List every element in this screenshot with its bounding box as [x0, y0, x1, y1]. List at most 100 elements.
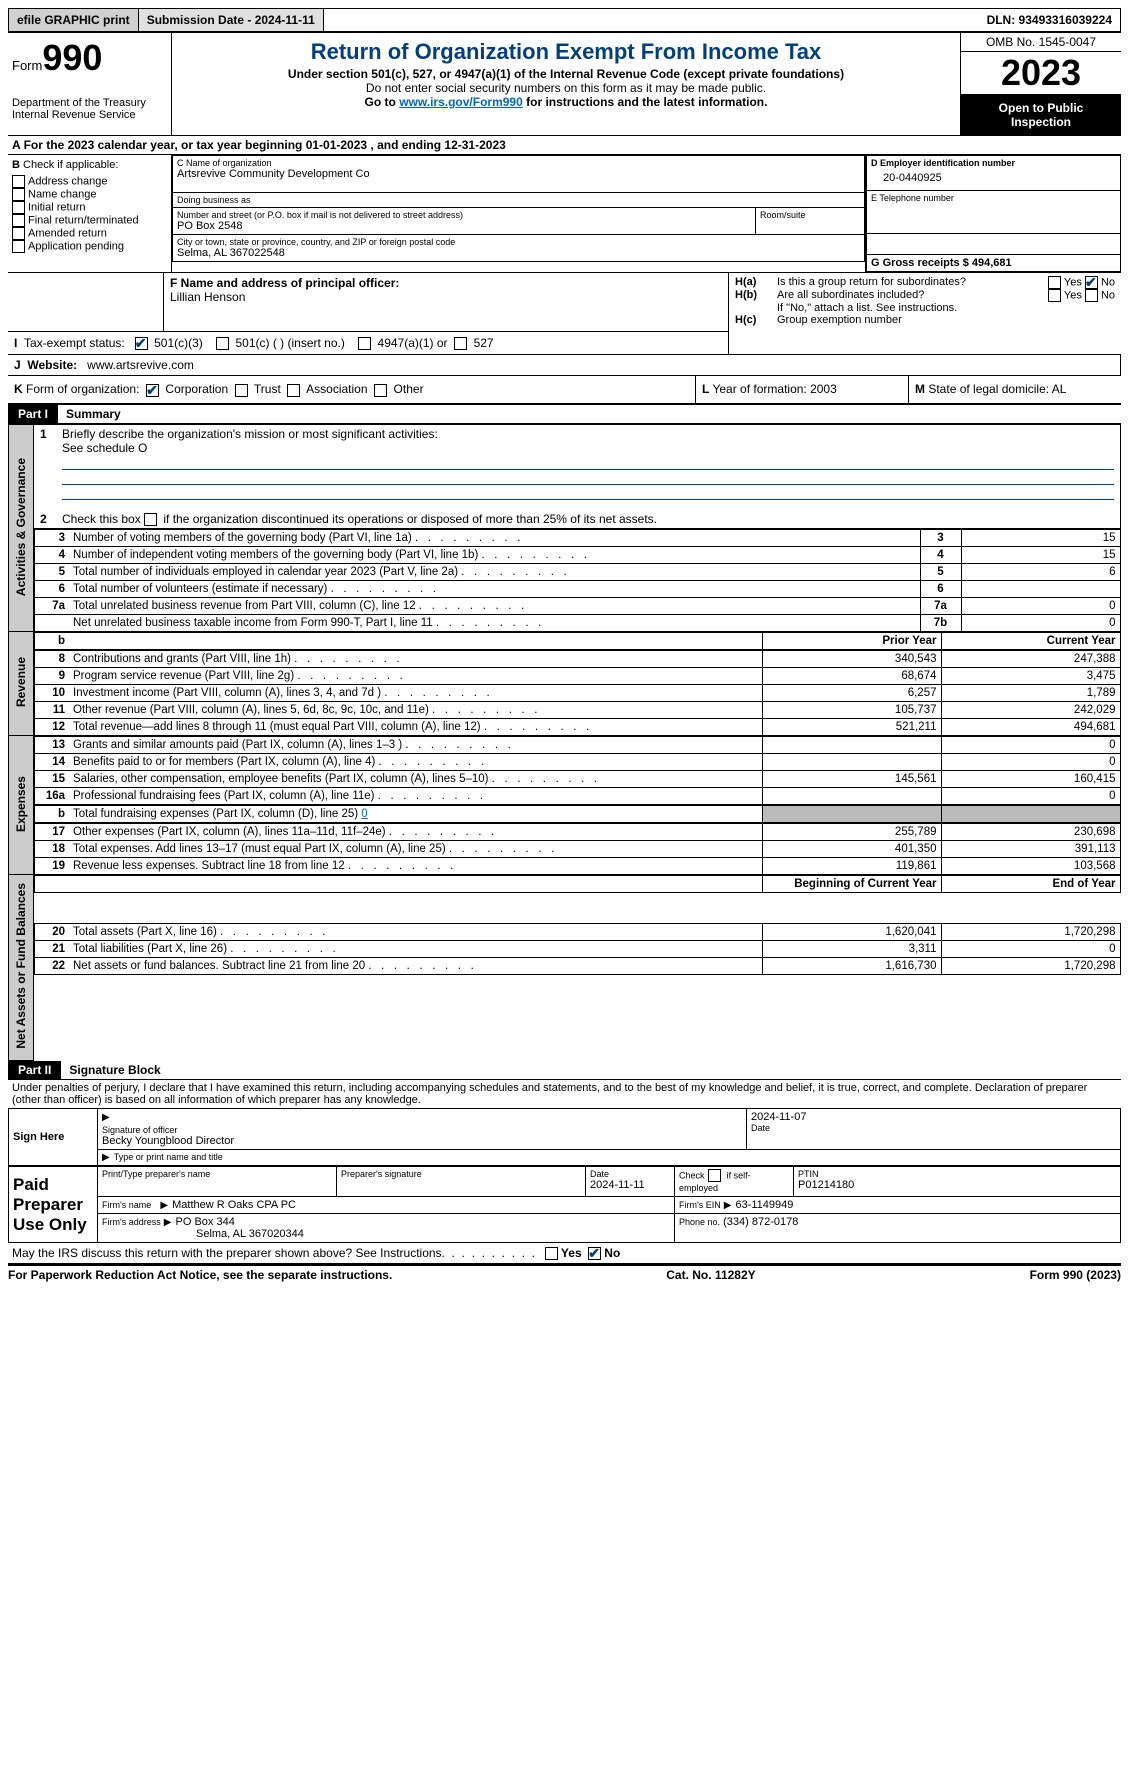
officer-label: F Name and address of principal officer:: [170, 276, 399, 290]
form-number: 990: [42, 37, 102, 78]
dln: DLN: 93493316039224: [979, 9, 1120, 31]
form990-link[interactable]: www.irs.gov/Form990: [399, 95, 523, 109]
hb-note: If "No," attach a list. See instructions…: [777, 302, 1115, 314]
sign-here: Sign Here: [9, 1109, 98, 1166]
firm-ein: 63-1149949: [724, 1199, 794, 1211]
firm-name: Matthew R Oaks CPA PC: [160, 1199, 296, 1211]
checkbox-501c3[interactable]: [135, 337, 148, 350]
checkbox-final-return[interactable]: [12, 214, 25, 227]
ptin: P01214180: [798, 1179, 1116, 1191]
checkbox-self-employed[interactable]: [708, 1169, 721, 1182]
checkbox-hb-no[interactable]: [1085, 289, 1098, 302]
part-2-header: Part IISignature Block: [8, 1061, 1121, 1079]
line1-label: Briefly describe the organization's miss…: [62, 427, 438, 441]
discuss-question: May the IRS discuss this return with the…: [12, 1246, 445, 1260]
table-net-assets: 20Total assets (Part X, line 16)1,620,04…: [34, 923, 1121, 975]
state-domicile: State of legal domicile: AL: [928, 382, 1066, 396]
paid-preparer: Paid Preparer Use Only: [9, 1167, 98, 1243]
part-1-header: Part ISummary: [8, 405, 1121, 423]
ssn-note: Do not enter social security numbers on …: [178, 81, 954, 95]
efile-print-button[interactable]: efile GRAPHIC print: [9, 9, 139, 31]
hb-label: H(b): [735, 289, 777, 302]
line-l-label: L: [702, 382, 709, 396]
line-a-text: For the 2023 calendar year, or tax year …: [24, 138, 506, 152]
checkbox-address-change[interactable]: [12, 175, 25, 188]
table-ag: 3Number of voting members of the governi…: [34, 529, 1121, 632]
preparer-date: 2024-11-11: [590, 1179, 670, 1191]
form-word: Form: [12, 58, 42, 73]
box-d: D Employer identification number20-04409…: [866, 155, 1121, 272]
submission-date: Submission Date - 2024-11-11: [139, 9, 324, 31]
table-expenses-1: 13Grants and similar amounts paid (Part …: [34, 736, 1121, 805]
line2-text-b: if the organization discontinued its ope…: [160, 512, 657, 526]
tab-activities-governance: Activities & Governance: [12, 450, 30, 604]
dept-treasury: Department of the Treasury: [12, 97, 167, 109]
line-k-text: Form of organization:: [26, 382, 139, 396]
hb-question: Are all subordinates included?: [777, 289, 1005, 302]
line-a-prefix: A: [12, 138, 20, 152]
checkbox-discuss-yes[interactable]: [545, 1247, 558, 1260]
org-name: Artsrevive Community Development Co: [177, 168, 860, 180]
line-16b-desc: Total fundraising expenses (Part IX, col…: [73, 808, 361, 820]
omb-number: OMB No. 1545-0047: [961, 33, 1121, 52]
checkbox-hb-yes[interactable]: [1048, 289, 1061, 302]
tab-expenses: Expenses: [12, 768, 30, 840]
checkbox-discontinued[interactable]: [144, 513, 157, 526]
checkbox-association[interactable]: [287, 384, 300, 397]
form-subtitle: Under section 501(c), 527, or 4947(a)(1)…: [178, 67, 954, 81]
line1-value: See schedule O: [62, 441, 1114, 455]
checkbox-other[interactable]: [374, 384, 387, 397]
line-i-label: I: [14, 336, 17, 350]
checkbox-name-change[interactable]: [12, 188, 25, 201]
line2-text-a: Check this box: [62, 512, 144, 526]
penalty-statement: Under penalties of perjury, I declare th…: [8, 1080, 1121, 1108]
goto-suffix: for instructions and the latest informat…: [523, 95, 768, 109]
checkbox-ha-no[interactable]: [1085, 276, 1098, 289]
tab-net-assets: Net Assets or Fund Balances: [12, 875, 30, 1057]
irs-label: Internal Revenue Service: [12, 109, 167, 121]
ha-question: Is this a group return for subordinates?: [777, 276, 1005, 289]
year-formation: Year of formation: 2003: [712, 382, 836, 396]
checkbox-amended-return[interactable]: [12, 227, 25, 240]
firm-phone: (334) 872-0178: [723, 1216, 798, 1228]
ha-label: H(a): [735, 276, 777, 289]
footer: For Paperwork Reduction Act Notice, see …: [8, 1265, 1121, 1284]
city-state-zip: Selma, AL 367022548: [177, 247, 860, 259]
officer-signature-name: Becky Youngblood Director: [102, 1135, 742, 1147]
checkbox-ha-yes[interactable]: [1048, 276, 1061, 289]
col-prior-year: Prior Year: [762, 632, 941, 649]
line-i-text: Tax-exempt status:: [24, 336, 125, 350]
box-c: C Name of organizationArtsrevive Communi…: [172, 155, 865, 262]
checkbox-trust[interactable]: [235, 384, 248, 397]
table-revenue: 8Contributions and grants (Part VIII, li…: [34, 650, 1121, 736]
checkbox-initial-return[interactable]: [12, 201, 25, 214]
form-title: Return of Organization Exempt From Incom…: [178, 39, 954, 65]
topbar: efile GRAPHIC print Submission Date - 20…: [8, 8, 1121, 32]
ein: 20-0440925: [871, 168, 1116, 188]
checkbox-527[interactable]: [454, 337, 467, 350]
line-k-label: K: [14, 382, 23, 396]
cat-no: Cat. No. 11282Y: [666, 1268, 755, 1282]
checkbox-discuss-no[interactable]: [588, 1247, 601, 1260]
col-current-year: Current Year: [941, 632, 1120, 649]
tab-revenue: Revenue: [12, 649, 30, 715]
checkbox-corporation[interactable]: [146, 384, 159, 397]
form-header: Form990 Department of the Treasury Inter…: [8, 32, 1121, 136]
line-j-label: J: [14, 358, 21, 372]
box-b: B Check if applicable: Address change Na…: [8, 155, 172, 272]
inspection-1: Open to Public: [999, 101, 1084, 115]
col-b: b: [35, 632, 70, 649]
col-beginning-year: Beginning of Current Year: [762, 875, 941, 892]
phone: [871, 203, 1116, 231]
line-16b-num: b: [35, 805, 70, 822]
officer-name: Lillian Henson: [170, 290, 722, 304]
hc-label: H(c): [735, 314, 777, 326]
line-16b-link[interactable]: 0: [361, 808, 367, 820]
line-m-label: M: [915, 382, 925, 396]
checkbox-4947[interactable]: [358, 337, 371, 350]
signature-date: 2024-11-07: [751, 1111, 1116, 1123]
checkbox-501c[interactable]: [216, 337, 229, 350]
signature-block: Sign Here Signature of officerBecky Youn…: [8, 1108, 1121, 1166]
preparer-block: Paid Preparer Use Only Print/Type prepar…: [8, 1166, 1121, 1243]
checkbox-application-pending[interactable]: [12, 240, 25, 253]
